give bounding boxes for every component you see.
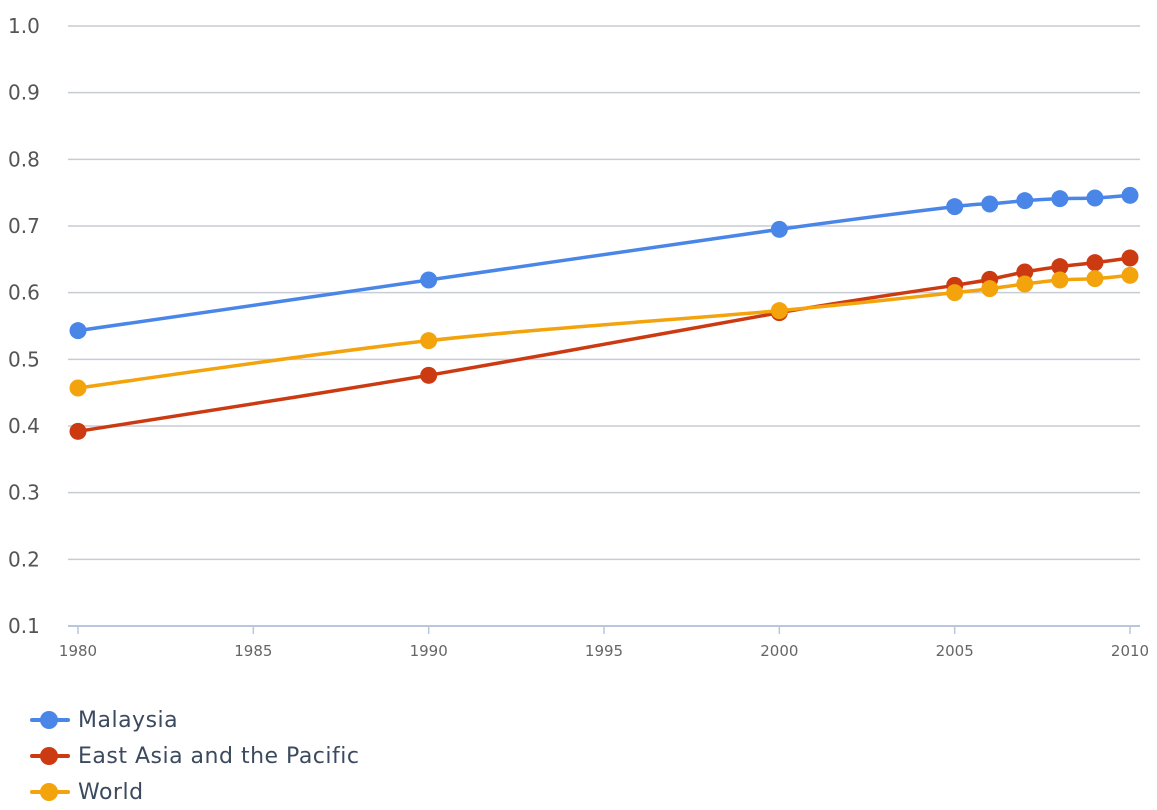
point-east-asia-and-the-pacific-1980[interactable] bbox=[69, 422, 87, 440]
legend-item-malaysia[interactable]: Malaysia bbox=[30, 702, 359, 738]
series-world bbox=[69, 266, 1139, 397]
point-malaysia-2005[interactable] bbox=[946, 198, 964, 216]
legend-item-east-asia-pacific[interactable]: East Asia and the Pacific bbox=[30, 738, 359, 774]
line-chart: 0.10.20.30.40.50.60.70.80.91.0 1980 1985 1… bbox=[8, 14, 1149, 660]
point-world-2005[interactable] bbox=[946, 284, 964, 302]
point-world-1990[interactable] bbox=[420, 332, 438, 350]
point-malaysia-2006[interactable] bbox=[981, 195, 999, 213]
point-east-asia-and-the-pacific-2010[interactable] bbox=[1121, 249, 1139, 267]
series-lines bbox=[69, 186, 1139, 440]
y-axis-ticks: 0.1 0.2 0.3 0.4 0.5 0.6 0.7 0.8 0.9 1.0 bbox=[8, 14, 40, 638]
point-world-2006[interactable] bbox=[981, 280, 999, 298]
point-world-2000[interactable] bbox=[770, 302, 788, 320]
point-world-2010[interactable] bbox=[1121, 266, 1139, 284]
x-tick-label-1985: 1985 bbox=[234, 642, 272, 660]
x-tick-label-1980: 1980 bbox=[59, 642, 97, 660]
x-tick-label-2005: 2005 bbox=[936, 642, 974, 660]
point-malaysia-2008[interactable] bbox=[1051, 190, 1069, 208]
x-tick-label-2010: 2010 bbox=[1111, 642, 1149, 660]
point-world-2008[interactable] bbox=[1051, 271, 1069, 289]
y-tick-label-0.4: 0.4 bbox=[8, 414, 40, 438]
y-tick-label-0.1: 0.1 bbox=[8, 614, 40, 638]
x-tick-label-2000: 2000 bbox=[760, 642, 798, 660]
y-tick-label-0.7: 0.7 bbox=[8, 214, 40, 238]
point-malaysia-2009[interactable] bbox=[1086, 189, 1104, 207]
legend-label-world: World bbox=[78, 779, 144, 805]
point-world-2007[interactable] bbox=[1016, 275, 1034, 293]
y-tick-label-0.3: 0.3 bbox=[8, 481, 40, 505]
point-malaysia-2000[interactable] bbox=[770, 220, 788, 238]
point-world-1980[interactable] bbox=[69, 379, 87, 397]
point-malaysia-1990[interactable] bbox=[420, 271, 438, 289]
y-tick-label-0.6: 0.6 bbox=[8, 281, 40, 305]
y-tick-label-0.2: 0.2 bbox=[8, 547, 40, 571]
series-line-east-asia-and-the-pacific bbox=[76, 256, 1132, 434]
x-tick-label-1990: 1990 bbox=[410, 642, 448, 660]
legend: Malaysia East Asia and the Pacific World bbox=[30, 702, 359, 810]
legend-item-world[interactable]: World bbox=[30, 774, 359, 810]
legend-label-malaysia: Malaysia bbox=[78, 707, 179, 733]
point-east-asia-and-the-pacific-1990[interactable] bbox=[420, 366, 438, 384]
y-tick-label-0.8: 0.8 bbox=[8, 147, 40, 171]
legend-swatch-malaysia bbox=[30, 708, 70, 732]
y-tick-label-0.9: 0.9 bbox=[8, 81, 40, 105]
series-malaysia bbox=[69, 186, 1139, 340]
series-line-malaysia bbox=[76, 193, 1132, 333]
point-malaysia-2010[interactable] bbox=[1121, 186, 1139, 204]
point-east-asia-and-the-pacific-2008[interactable] bbox=[1051, 258, 1069, 276]
y-tick-label-0.5: 0.5 bbox=[8, 347, 40, 371]
legend-swatch-east-asia-pacific bbox=[30, 744, 70, 768]
point-east-asia-and-the-pacific-2007[interactable] bbox=[1016, 263, 1034, 281]
point-world-2009[interactable] bbox=[1086, 270, 1104, 288]
legend-label-east-asia-pacific: East Asia and the Pacific bbox=[78, 743, 360, 769]
grid-lines bbox=[68, 25, 1140, 561]
legend-swatch-world bbox=[30, 780, 70, 804]
series-east-asia-and-the-pacific bbox=[69, 249, 1139, 440]
y-tick-label-1.0: 1.0 bbox=[8, 14, 40, 38]
x-tick-label-1995: 1995 bbox=[585, 642, 623, 660]
point-east-asia-and-the-pacific-2009[interactable] bbox=[1086, 254, 1104, 272]
x-axis-ticks: 1980 1985 1990 1995 2000 2005 2010 bbox=[59, 626, 1149, 660]
point-malaysia-2007[interactable] bbox=[1016, 192, 1034, 210]
point-malaysia-1980[interactable] bbox=[69, 322, 87, 340]
